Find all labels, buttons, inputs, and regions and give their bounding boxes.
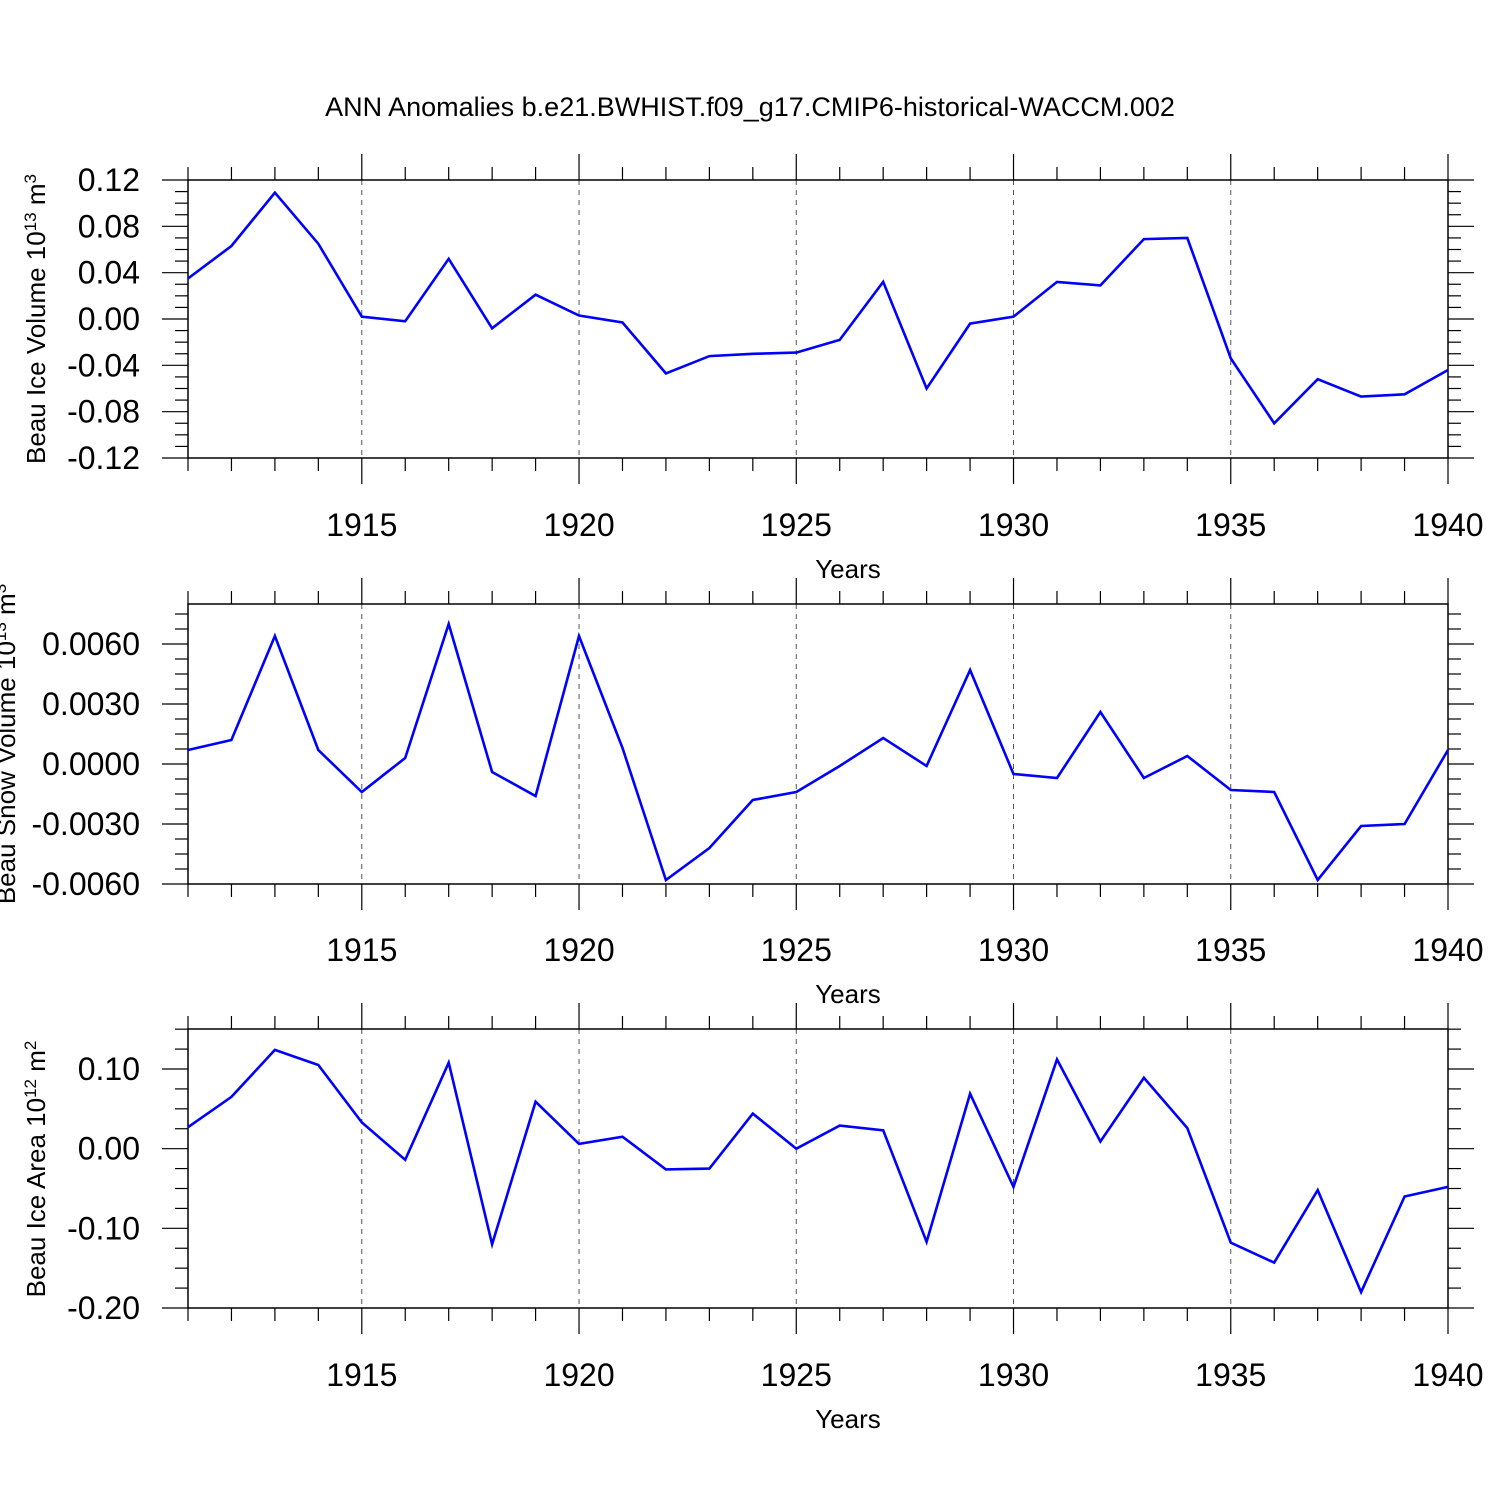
y-axis-title: Beau Snow Volume 1013 m3 <box>0 584 21 904</box>
plot-frame <box>187 603 1449 885</box>
x-tick-label: 1915 <box>326 1357 397 1393</box>
y-axis-title-part: Beau Snow Volume 10 <box>0 641 21 904</box>
x-tick-label: 1925 <box>761 507 832 543</box>
y-tick-label: 0.10 <box>78 1051 140 1087</box>
y-tick-label: -0.20 <box>67 1290 140 1326</box>
chart-panel-2: 1915 1920 1925 1930 1935 1940 Years -0.0060 -0.0… <box>0 578 1484 1009</box>
x-axis-title: Years <box>815 554 881 584</box>
y-axis-title-part: m <box>0 593 21 622</box>
y-axis-title-part: m <box>21 183 51 212</box>
y-tick-label: -0.12 <box>67 440 140 476</box>
y-axis-title-part: Beau Ice Volume 10 <box>21 231 51 464</box>
y-tick-label: 0.0030 <box>42 686 140 722</box>
y-axis-title: Beau Ice Volume 1013 m3 <box>21 174 52 464</box>
y-axis-title-part: Beau Ice Area 10 <box>21 1098 51 1297</box>
y-tick-label: -0.08 <box>67 394 140 430</box>
y-axis-title-part: 3 <box>21 174 40 183</box>
y-tick-label: -0.10 <box>67 1210 140 1246</box>
plot-frame <box>187 1028 1449 1309</box>
x-tick-label: 1925 <box>761 1357 832 1393</box>
x-tick-label: 1915 <box>326 932 397 968</box>
x-tick-label: 1940 <box>1412 932 1483 968</box>
y-tick-label: 0.0000 <box>42 746 140 782</box>
x-tick-label: 1940 <box>1412 507 1483 543</box>
y-tick-label: 0.00 <box>78 301 140 337</box>
x-tick-label: 1920 <box>543 1357 614 1393</box>
x-tick-label: 1930 <box>978 932 1049 968</box>
x-tick-label: 1925 <box>761 932 832 968</box>
y-tick-label: -0.0030 <box>31 806 140 842</box>
series-line <box>187 619 1450 883</box>
y-tick-label: 0.04 <box>78 255 140 291</box>
y-axis-title-part: 13 <box>21 212 40 231</box>
y-axis-title-part: 13 <box>0 622 10 641</box>
x-tick-label: 1935 <box>1195 1357 1266 1393</box>
x-tick-label: 1935 <box>1195 932 1266 968</box>
x-tick-label: 1940 <box>1412 1357 1483 1393</box>
y-tick-label: 0.12 <box>78 162 140 198</box>
x-tick-label: 1920 <box>543 507 614 543</box>
x-tick-label: 1920 <box>543 932 614 968</box>
series-line <box>187 190 1449 426</box>
chart-panel-1: 1915 1920 1925 1930 1935 1940 Years -0.12 -0.08 -… <box>21 154 1484 584</box>
series-line <box>187 1048 1449 1296</box>
x-axis-title: Years <box>815 1404 881 1434</box>
y-tick-label: 0.0060 <box>42 626 140 662</box>
chart-panel-3: 1915 1920 1925 1930 1935 1940 Years -0.20 -0.10 0… <box>21 1003 1484 1434</box>
y-tick-label: 0.08 <box>78 208 140 244</box>
figure-title: ANN Anomalies b.e21.BWHIST.f09_g17.CMIP6… <box>325 92 1175 122</box>
y-axis-title-part: 3 <box>0 584 10 593</box>
y-axis-title: Beau Ice Area 1012 m2 <box>21 1041 52 1298</box>
x-tick-label: 1930 <box>978 507 1049 543</box>
y-axis-title-part: 12 <box>21 1079 40 1098</box>
y-axis-title-part: 2 <box>21 1041 40 1050</box>
y-tick-label: -0.04 <box>67 347 140 383</box>
x-tick-label: 1915 <box>326 507 397 543</box>
y-axis-title-part: m <box>21 1050 51 1079</box>
x-tick-label: 1935 <box>1195 507 1266 543</box>
x-tick-label: 1930 <box>978 1357 1049 1393</box>
x-axis-title: Years <box>815 979 881 1009</box>
y-tick-label: -0.0060 <box>31 866 140 902</box>
y-tick-label: 0.00 <box>78 1131 140 1167</box>
